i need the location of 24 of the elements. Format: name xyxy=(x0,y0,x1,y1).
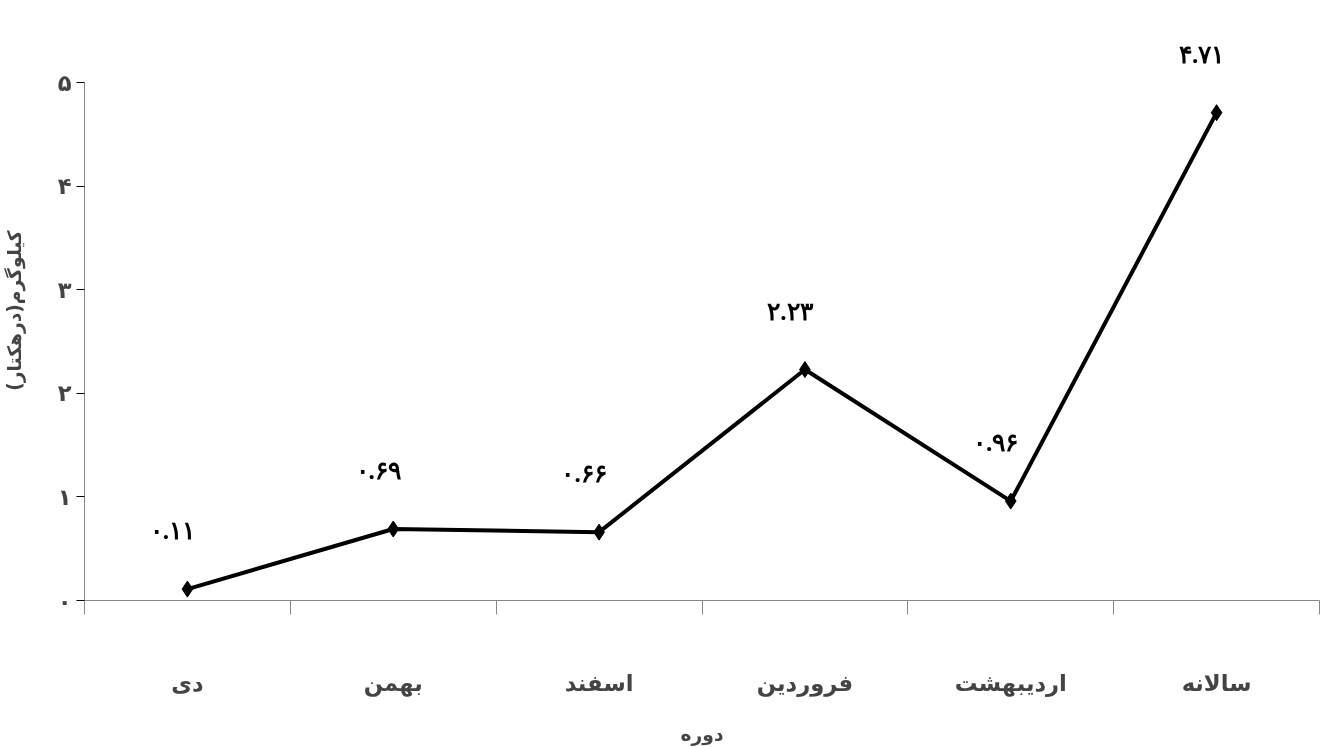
point xyxy=(1210,104,1223,122)
x-tick-label: اسفند xyxy=(564,669,634,696)
x-tick-label: بهمن xyxy=(363,669,423,697)
data-label: ۰.۶۶ xyxy=(561,459,607,488)
x-tick-label: دی xyxy=(171,669,204,696)
data-label: ۰.۹۶ xyxy=(973,428,1019,457)
data-label: ۰.۶۹ xyxy=(355,456,401,485)
x-axis-title: دوره xyxy=(680,723,724,746)
point xyxy=(181,580,194,598)
point xyxy=(387,520,400,538)
y-tick-label: ۳ xyxy=(57,276,72,303)
y-tick-label: ۲ xyxy=(57,380,72,407)
y-tick-label: ۵ xyxy=(57,69,72,96)
y-tick-label: ۴ xyxy=(57,173,72,200)
point xyxy=(1004,492,1017,510)
y-tick-label: ۱ xyxy=(57,483,72,510)
y-tick-label: ۰ xyxy=(57,587,72,614)
x-tick-label: سالانه xyxy=(1181,669,1252,696)
x-tick-label: فروردین xyxy=(756,669,854,697)
x-tick-label: اردیبهشت xyxy=(954,669,1067,697)
data-label: ۴.۷۱ xyxy=(1178,39,1225,68)
data-label: ۰.۱۱ xyxy=(149,516,196,545)
y-axis-title: کیلوگرم(درهکتار) xyxy=(3,230,26,391)
data-label: ۲.۲۳ xyxy=(767,296,814,325)
